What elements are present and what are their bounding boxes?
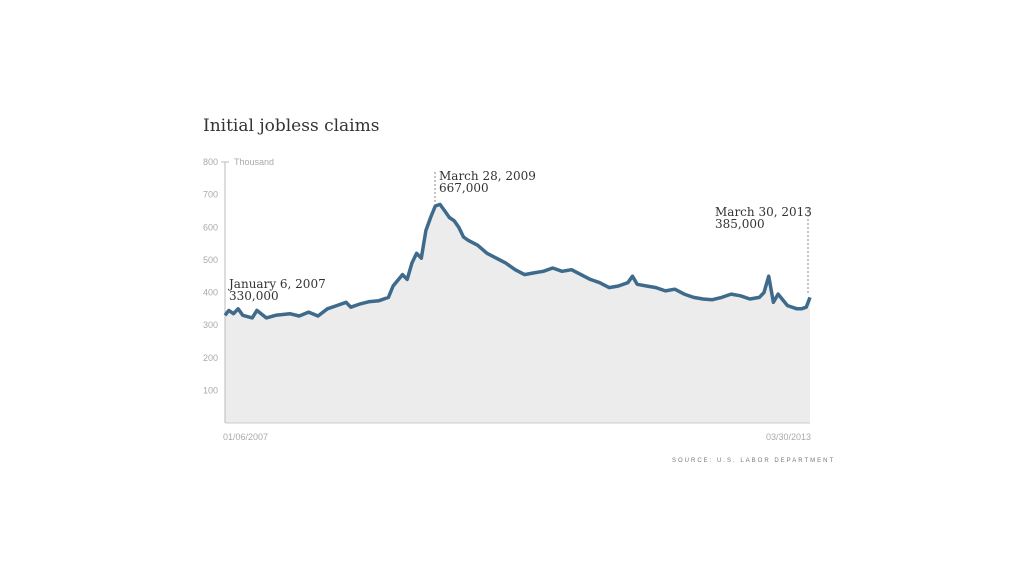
y-tick-label: 200 — [203, 353, 218, 363]
y-tick-label: 700 — [203, 190, 218, 200]
x-tick-label: 03/30/2013 — [766, 432, 811, 442]
x-axis: 01/06/2007 03/30/2013 — [223, 422, 811, 442]
y-axis: 100 200 300 400 500 600 700 800 Thousand — [203, 157, 274, 423]
y-tick-label: 500 — [203, 255, 218, 265]
y-tick-label: 600 — [203, 222, 218, 232]
annotation-value: 667,000 — [439, 181, 489, 195]
annotation-date: March 30, 2013 — [715, 205, 812, 219]
y-tick-label: 400 — [203, 288, 218, 298]
annotation-value: 330,000 — [229, 289, 279, 303]
chart-title: Initial jobless claims — [203, 116, 380, 136]
annotation-value: 385,000 — [715, 217, 765, 231]
y-tick-label: 300 — [203, 320, 218, 330]
annotation-date: March 28, 2009 — [439, 169, 536, 183]
source-note: SOURCE: U.S. LABOR DEPARTMENT — [672, 458, 836, 464]
x-tick-label: 01/06/2007 — [223, 432, 268, 442]
annotation-date: January 6, 2007 — [227, 277, 326, 291]
area-fill — [225, 204, 810, 423]
y-unit-label: Thousand — [234, 157, 274, 167]
series-line — [223, 202, 812, 320]
y-tick-label: 800 — [203, 157, 218, 167]
y-tick-label: 100 — [203, 385, 218, 395]
